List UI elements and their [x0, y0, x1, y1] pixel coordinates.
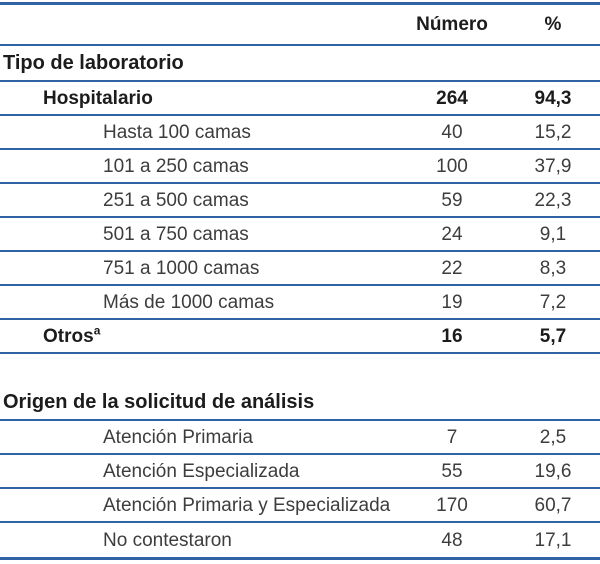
row-label-text: 751 a 1000 camas	[103, 258, 260, 278]
row-number-value: 170	[436, 494, 468, 516]
row-label-text: Hasta 100 camas	[103, 122, 251, 142]
row-number-value: 264	[436, 87, 468, 109]
section-gap	[0, 354, 600, 384]
column-header-number: Número	[416, 14, 488, 35]
section-header-row: Tipo de laboratorio	[0, 46, 600, 82]
row-label: 251 a 500 camas	[0, 191, 398, 210]
section-title: Origen de la solicitud de análisis	[3, 391, 315, 412]
row-label: Hospitalario	[0, 89, 398, 108]
row-number-value: 55	[441, 460, 463, 482]
row-label: No contestaron	[0, 531, 398, 550]
row-percent-value: 7,2	[539, 291, 567, 313]
table-row: 751 a 1000 camas 22 8,3	[0, 252, 600, 286]
table-row: No contestaron 48 17,1	[0, 523, 600, 557]
row-number-value: 16	[441, 325, 463, 347]
row-percent-value: 9,1	[539, 223, 567, 245]
table-row: Hasta 100 camas 40 15,2	[0, 116, 600, 150]
row-label-text: Atención Primaria	[103, 427, 253, 447]
row-label: 101 a 250 camas	[0, 157, 398, 176]
row-percent-value: 15,2	[534, 121, 572, 143]
row-number-value: 40	[441, 121, 463, 143]
row-label-text: Hospitalario	[43, 88, 153, 108]
table-row: Atención Especializada 55 19,6	[0, 455, 600, 489]
row-label: Otrosa	[0, 327, 398, 346]
table-header-row: Número %	[0, 5, 600, 46]
row-percent-value: 2,5	[539, 426, 567, 448]
row-label: Más de 1000 camas	[0, 293, 398, 312]
table-row: Más de 1000 camas 19 7,2	[0, 286, 600, 320]
row-number-value: 22	[441, 257, 463, 279]
row-percent-value: 60,7	[534, 494, 572, 516]
row-number-value: 24	[441, 223, 463, 245]
table-row: Atención Primaria y Especializada 170 60,7	[0, 489, 600, 523]
table-body: Tipo de laboratorio Hospitalario 264 94,3 Ha…	[0, 46, 600, 557]
table-row: 501 a 750 camas 24 9,1	[0, 218, 600, 252]
table-row: 251 a 500 camas 59 22,3	[0, 184, 600, 218]
row-label: Atención Primaria y Especializada	[0, 496, 398, 515]
footnote-superscript: a	[93, 326, 101, 338]
row-label-text: No contestaron	[103, 530, 232, 550]
row-number-value: 59	[441, 189, 463, 211]
row-label: 751 a 1000 camas	[0, 259, 398, 278]
row-percent-value: 8,3	[539, 257, 567, 279]
row-number-value: 48	[441, 529, 463, 551]
column-header-percent: %	[544, 14, 562, 35]
table-row: Atención Primaria 7 2,5	[0, 421, 600, 455]
table-row: 101 a 250 camas 100 37,9	[0, 150, 600, 184]
row-number-value: 19	[441, 291, 463, 313]
row-label: 501 a 750 camas	[0, 225, 398, 244]
row-label-text: Más de 1000 camas	[103, 292, 275, 312]
row-percent-value: 5,7	[539, 325, 567, 347]
row-percent-value: 37,9	[534, 155, 572, 177]
table-row: Hospitalario 264 94,3	[0, 82, 600, 116]
row-label: Hasta 100 camas	[0, 123, 398, 142]
section-header-row: Origen de la solicitud de análisis	[0, 384, 600, 421]
row-percent-value: 94,3	[534, 87, 572, 109]
row-label-text: 251 a 500 camas	[103, 190, 249, 210]
row-label-text: Atención Primaria y Especializada	[103, 495, 391, 515]
row-percent-value: 19,6	[534, 460, 572, 482]
row-percent-value: 22,3	[534, 189, 572, 211]
row-label: Atención Primaria	[0, 428, 398, 447]
section-title: Tipo de laboratorio	[3, 53, 184, 73]
row-label: Atención Especializada	[0, 462, 398, 481]
row-number-value: 7	[446, 426, 458, 448]
row-label-text: 101 a 250 camas	[103, 156, 249, 176]
row-label-text: Atención Especializada	[103, 461, 300, 481]
table-row: Otrosa 16 5,7	[0, 320, 600, 354]
row-percent-value: 17,1	[534, 529, 572, 551]
row-label-text: Otros	[43, 326, 94, 346]
row-label-text: 501 a 750 camas	[103, 224, 249, 244]
row-number-value: 100	[436, 155, 468, 177]
